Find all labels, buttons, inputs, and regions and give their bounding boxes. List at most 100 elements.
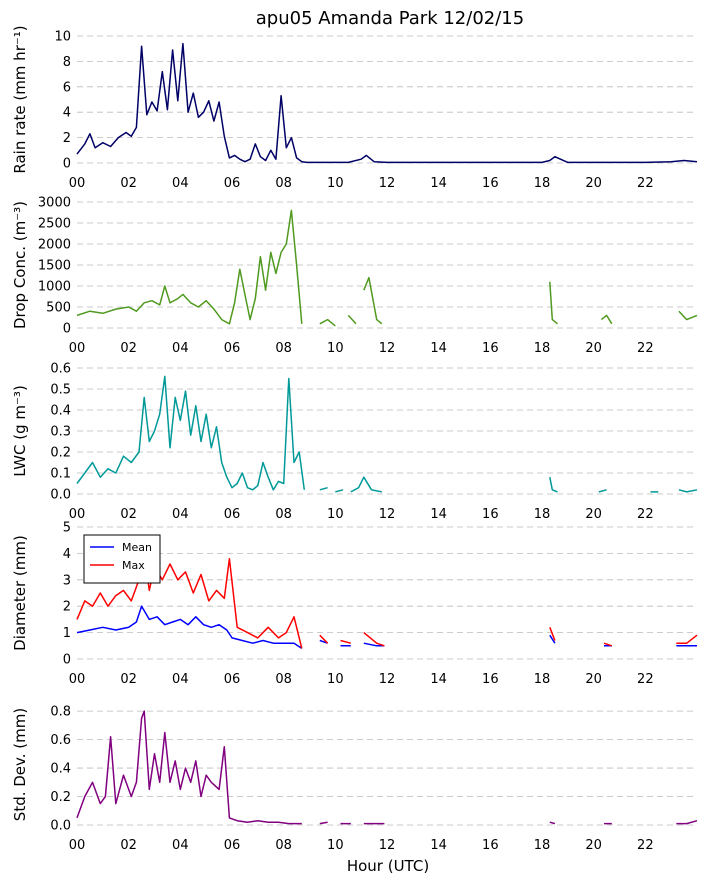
panel-lwc: 0.0 0.1 0.2 0.3 0.4 0.5 0.6 00 02 04 06 08 10 12 14 16 1… — [11, 362, 698, 522]
xtick-rain-10: 20 — [585, 176, 602, 191]
xtick-diam-10: 20 — [585, 672, 602, 687]
xtick-rain-3: 06 — [224, 176, 241, 191]
ytick-rain-0: 0 — [63, 157, 71, 172]
xtick-lwc-2: 04 — [172, 507, 189, 522]
xtick-diam-2: 04 — [172, 672, 189, 687]
xtick-lwc-4: 08 — [275, 507, 292, 522]
ytick-conc-6: 3000 — [38, 196, 71, 211]
ytick-lwc-4: 0.4 — [50, 404, 71, 419]
series-line-std-0 — [76, 710, 698, 825]
xtick-diam-4: 08 — [275, 672, 292, 687]
xtick-std-7: 14 — [430, 838, 447, 853]
ylabel-std: Std. Dev. (mm) — [11, 708, 29, 821]
xtick-conc-6: 12 — [379, 341, 396, 356]
xtick-conc-10: 20 — [585, 341, 602, 356]
xtick-lwc-1: 02 — [120, 507, 137, 522]
xtick-diam-3: 06 — [224, 672, 241, 687]
ytick-diam-1: 1 — [63, 626, 71, 641]
ylabel-lwc: LWC (g m⁻³) — [11, 385, 29, 477]
ytick-std-3: 0.6 — [50, 733, 71, 748]
ytick-conc-0: 0 — [63, 322, 71, 337]
ytick-lwc-1: 0.1 — [50, 467, 71, 482]
xtick-lwc-9: 18 — [534, 507, 551, 522]
xtick-rain-1: 02 — [120, 176, 137, 191]
ytick-rain-2: 4 — [63, 106, 71, 121]
xtick-std-11: 22 — [637, 838, 654, 853]
xtick-diam-0: 00 — [69, 672, 86, 687]
xtick-lwc-7: 14 — [430, 507, 447, 522]
xtick-std-3: 06 — [224, 838, 241, 853]
xtick-conc-8: 16 — [482, 341, 499, 356]
xtick-std-0: 00 — [69, 838, 86, 853]
xtick-std-10: 20 — [585, 838, 602, 853]
xtick-diam-7: 14 — [430, 672, 447, 687]
legend-box — [83, 534, 161, 584]
ytick-diam-0: 0 — [63, 653, 71, 668]
xtick-lwc-10: 20 — [585, 507, 602, 522]
ytick-lwc-6: 0.6 — [50, 362, 71, 377]
xtick-conc-4: 08 — [275, 341, 292, 356]
xtick-lwc-3: 06 — [224, 507, 241, 522]
xtick-conc-3: 06 — [224, 341, 241, 356]
legend-label-mean: Mean — [122, 541, 152, 554]
legend-diam: Mean Max — [83, 534, 161, 584]
series-line-conc-0 — [76, 209, 698, 327]
series-line-diam-max — [76, 552, 698, 649]
xtick-lwc-5: 10 — [327, 507, 344, 522]
xtick-rain-4: 08 — [275, 176, 292, 191]
xtick-rain-11: 22 — [637, 176, 654, 191]
ylabel-conc: Drop Conc. (m⁻³) — [11, 201, 29, 329]
xtick-std-6: 12 — [379, 838, 396, 853]
figure-xlabel: Hour (UTC) — [347, 857, 429, 875]
ytick-conc-4: 2000 — [38, 238, 71, 253]
ytick-std-0: 0.0 — [50, 819, 71, 834]
xtick-rain-7: 14 — [430, 176, 447, 191]
xtick-lwc-11: 22 — [637, 507, 654, 522]
xtick-std-5: 10 — [327, 838, 344, 853]
panel-conc: 0 500 1000 1500 2000 2500 3000 00 02 04 06 08 10 12 14… — [11, 196, 698, 356]
ylabel-diam: Diameter (mm) — [11, 535, 29, 651]
figure-title: apu05 Amanda Park 12/02/15 — [256, 8, 524, 29]
ylabel-rain: Rain rate (mm hr⁻¹) — [11, 25, 29, 173]
xtick-diam-6: 12 — [379, 672, 396, 687]
xtick-conc-7: 14 — [430, 341, 447, 356]
xtick-std-8: 16 — [482, 838, 499, 853]
xtick-rain-2: 04 — [172, 176, 189, 191]
series-line-lwc-0 — [76, 375, 698, 493]
xtick-conc-11: 22 — [637, 341, 654, 356]
ytick-diam-2: 2 — [63, 600, 71, 615]
xtick-diam-9: 18 — [534, 672, 551, 687]
ytick-conc-3: 1500 — [38, 259, 71, 274]
xtick-rain-9: 18 — [534, 176, 551, 191]
xtick-std-1: 02 — [120, 838, 137, 853]
series-line-diam-mean — [76, 605, 697, 650]
xtick-lwc-8: 16 — [482, 507, 499, 522]
ytick-conc-1: 500 — [46, 301, 71, 316]
ytick-std-2: 0.4 — [50, 762, 71, 777]
ytick-rain-3: 6 — [63, 80, 71, 95]
xtick-conc-0: 00 — [69, 341, 86, 356]
panel-std: 0.0 0.2 0.4 0.6 0.8 00 02 04 06 08 10 12 14 16 18 20 22 S… — [11, 705, 698, 853]
ytick-lwc-0: 0.0 — [50, 488, 71, 503]
ytick-conc-2: 1000 — [38, 280, 71, 295]
ytick-lwc-3: 0.3 — [50, 425, 71, 440]
xtick-lwc-0: 00 — [69, 507, 86, 522]
ytick-diam-4: 4 — [63, 547, 71, 562]
legend-label-max: Max — [122, 559, 145, 572]
ytick-rain-1: 2 — [63, 131, 71, 146]
xtick-diam-11: 22 — [637, 672, 654, 687]
ytick-conc-5: 2500 — [38, 217, 71, 232]
xtick-rain-6: 12 — [379, 176, 396, 191]
xtick-diam-8: 16 — [482, 672, 499, 687]
ytick-lwc-5: 0.5 — [50, 383, 71, 398]
xtick-diam-1: 02 — [120, 672, 137, 687]
xtick-conc-1: 02 — [120, 341, 137, 356]
xtick-std-4: 08 — [275, 838, 292, 853]
ytick-diam-5: 5 — [63, 521, 71, 536]
ytick-rain-4: 8 — [63, 55, 71, 70]
ytick-diam-3: 3 — [63, 573, 71, 588]
